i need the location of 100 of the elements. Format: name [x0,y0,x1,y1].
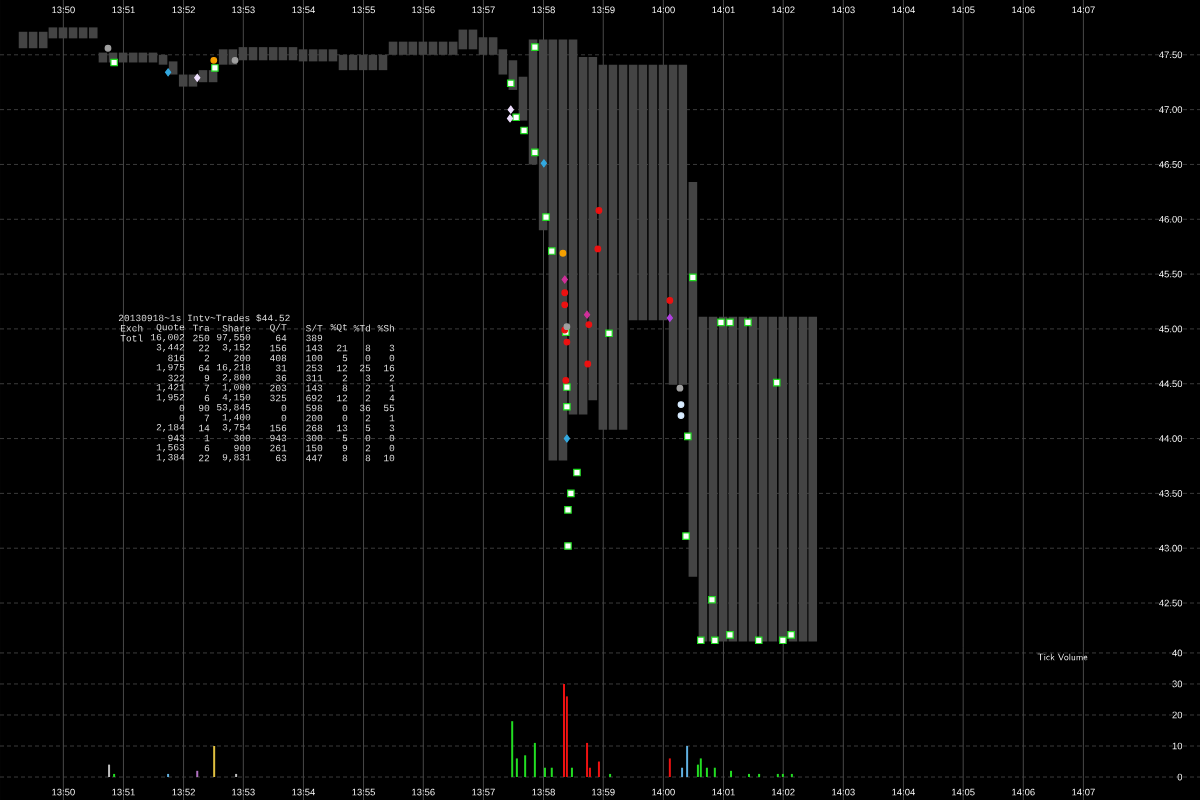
x-tick-label: 13:55 [352,6,375,14]
bar [781,773,784,778]
annotation: 200 [306,414,323,422]
annotation: 22 [199,344,210,352]
point [547,247,556,255]
x-tick-label: 14:06 [1012,6,1035,14]
x-tick-label: 14:03 [832,6,855,14]
x-tick-label: 14:04 [892,6,915,14]
x-tick-label: 13:57 [472,788,495,796]
annotation: 0 [389,354,395,362]
point [677,412,685,419]
annotation: 1 [204,434,210,442]
x-tick-label: 14:04 [892,788,915,796]
annotation: 816 [168,354,185,362]
x-tick-label: 14:07 [1072,6,1095,14]
annotation: 6 [204,394,210,402]
point [708,595,716,604]
annotation: %Td [353,324,370,332]
x-tick-label: 13:58 [532,6,555,14]
point [787,631,795,639]
annotation: 300 [234,434,251,442]
point [540,159,548,168]
point [542,213,550,221]
annotation: 389 [306,334,323,342]
x-tick-label: 14:06 [1012,788,1035,796]
point [567,489,575,498]
annotation: %Sh [377,324,394,332]
point [584,360,592,368]
annotation: 4,150 [222,393,251,403]
point [531,43,539,51]
annotation: 16,218 [217,363,251,373]
annotation: 1 [389,414,395,422]
x-tick-label: 13:51 [112,788,135,796]
annotation: 12 [337,394,348,402]
y-tick-label: 10 [1172,742,1183,750]
annotation: 2 [365,384,371,392]
bar [213,746,216,778]
annotation: 300 [306,434,323,442]
point [104,44,112,52]
bar [588,57,598,401]
point [726,318,734,327]
bar [688,181,698,577]
bar [518,76,528,121]
y-tick-label: 30 [1172,680,1183,688]
point [563,434,571,443]
x-tick-label: 13:58 [532,788,555,796]
point [689,273,697,282]
bar [113,773,116,778]
y-tick-label: 46.00 [1159,215,1183,223]
point [563,338,571,346]
annotation: 22 [199,454,210,462]
x-tick-label: 13:54 [292,788,315,796]
x-tick-label: 13:59 [592,788,615,796]
annotation: 692 [306,394,323,402]
x-tick-label: 13:57 [472,6,495,14]
bar [748,773,751,778]
annotation: Exch [120,324,143,332]
annotation: 1,000 [222,383,251,393]
annotation: 90 [198,404,210,412]
y-tick-label: 20 [1172,711,1183,719]
annotation: 8 [365,454,371,462]
annotation: 0 [179,414,185,422]
annotation: 3,442 [156,343,185,353]
point [561,289,569,297]
point [520,126,528,135]
annotation: 8 [342,384,348,392]
annotation: 943 [168,434,185,442]
bar [28,31,38,49]
point [506,114,514,123]
x-tick-label: 14:05 [952,788,975,796]
x-tick-label: 14:01 [712,788,735,796]
bar [235,773,238,778]
bar [686,746,689,778]
point [506,79,515,88]
bar [668,758,671,778]
point [726,631,734,639]
bar [658,64,668,321]
bar [608,64,618,430]
bar [668,64,678,385]
annotation: 311 [306,374,323,382]
x-tick-label: 14:00 [652,6,675,14]
annotation: 6 [204,444,210,452]
bar [586,742,589,778]
annotation: 156 [270,424,287,432]
bar [533,742,536,778]
annotation: 2 [365,394,371,402]
point [676,384,684,392]
annotation: 150 [306,444,323,452]
y-tick-label: 44.50 [1159,380,1183,388]
annotation: 7 [204,384,210,392]
bar [730,770,733,778]
point [559,249,567,257]
annotation: 1 [389,384,395,392]
point [583,310,591,319]
y-tick-label: 45.00 [1159,325,1183,333]
annotation: 53,845 [216,403,251,413]
bar [543,767,546,778]
annotation: 3,754 [222,423,251,433]
bar [108,764,111,778]
bar [598,64,608,430]
